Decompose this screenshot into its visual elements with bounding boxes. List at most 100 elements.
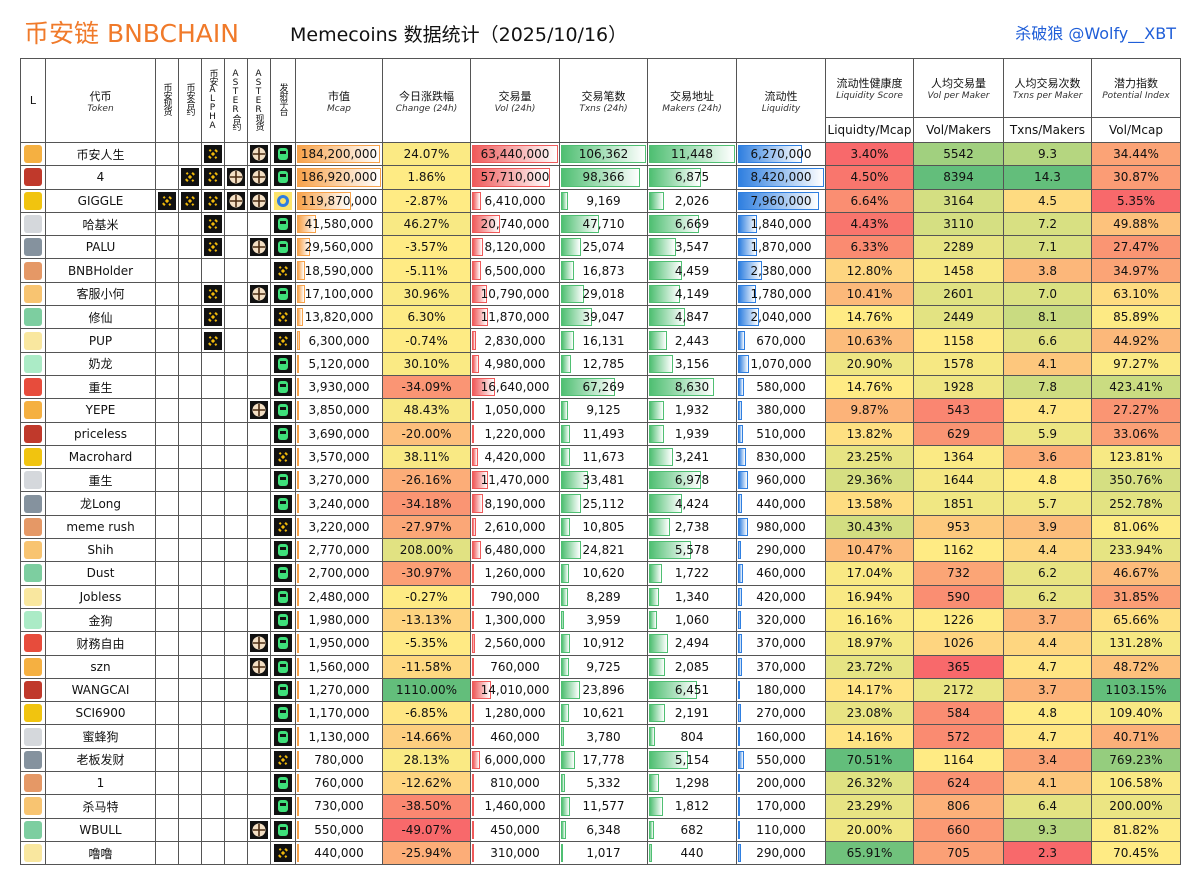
data-bar [297, 634, 299, 653]
avatar-cell [20, 328, 46, 353]
value-cell: 365 [913, 654, 1004, 679]
value-cell: 16,873 [559, 258, 648, 283]
value-text: 1,070,000 [750, 356, 812, 371]
value-cell: 4,420,000 [470, 444, 560, 470]
value-cell: 33,481 [559, 468, 648, 493]
value-text: 3.40% [850, 147, 889, 162]
data-row: 奶龙 5,120,000 30.10% 4,980,000 12,785 3,156 1,0… [20, 351, 1181, 376]
value-cell: 2,191 [647, 701, 737, 726]
value-text: 200.00% [1109, 799, 1163, 814]
value-cell: 81.82% [1091, 817, 1181, 842]
value-cell: 2,610,000 [470, 514, 560, 540]
value-cell: 106.58% [1091, 771, 1181, 796]
listing-icon [204, 145, 222, 164]
listing-icon [158, 191, 176, 210]
value-text: 420,000 [756, 589, 806, 604]
value-cell: 6,348 [559, 817, 648, 842]
listing-icon [274, 750, 292, 769]
token-avatar [24, 424, 42, 443]
column-subtitle: Liquidity Score [836, 91, 903, 101]
listing-cell [201, 747, 225, 773]
value-cell: 460,000 [470, 724, 560, 749]
value-cell: 760,000 [470, 654, 560, 679]
listing-cell [155, 747, 179, 773]
value-text: 6,669 [674, 217, 710, 232]
data-bar [561, 424, 571, 443]
value-cell: 170,000 [736, 794, 826, 819]
listing-cell [155, 724, 179, 749]
listing-cell [270, 398, 296, 423]
data-bar [561, 145, 646, 164]
listing-cell [201, 607, 225, 633]
data-row: WBULL 550,000 -49.07% 450,000 6,348 682 110,00… [20, 817, 1181, 842]
value-text: 12.80% [846, 263, 893, 278]
value-cell: 8394 [913, 165, 1004, 190]
value-cell: 4.8 [1003, 468, 1092, 493]
column-header: 交易量 Vol (24h) [470, 58, 560, 143]
token-name: Dust [45, 561, 156, 586]
value-cell: 3,241 [647, 444, 737, 470]
token-avatar [24, 354, 42, 373]
listing-icon [274, 145, 292, 164]
data-bar [472, 750, 481, 770]
value-cell: 184,200,000 [295, 141, 383, 167]
value-text: 804 [680, 729, 704, 744]
value-cell: 252.78% [1091, 491, 1181, 516]
value-cell: -38.50% [382, 794, 471, 819]
data-row: 修仙 13,820,000 6.30% 11,870,000 39,047 4,847 2,… [20, 305, 1181, 330]
value-cell: 8,630 [647, 374, 737, 400]
value-cell: 123.81% [1091, 444, 1181, 470]
listing-cell [155, 188, 179, 213]
data-bar [297, 517, 299, 537]
value-text: 1,950,000 [308, 636, 370, 651]
token-name: SCI6900 [45, 701, 156, 726]
data-bar [738, 494, 743, 513]
listing-cell [201, 235, 225, 260]
listing-icon [204, 284, 222, 303]
value-text: 2,770,000 [308, 543, 370, 558]
value-text: 450,000 [490, 822, 540, 837]
value-cell: 10,620 [559, 561, 648, 586]
column-title: L [29, 94, 37, 107]
listing-cell [178, 654, 202, 679]
value-cell: 4.7 [1003, 398, 1092, 423]
column-title: 流动性健康度 [836, 77, 903, 90]
value-cell: 180,000 [736, 677, 826, 703]
data-row: meme rush 3,220,000 -27.97% 2,610,000 10,805… [20, 514, 1181, 540]
value-text: -12.62% [401, 776, 452, 791]
value-text: 6,410,000 [484, 193, 546, 208]
listing-icon [274, 541, 292, 560]
value-text: 370,000 [756, 659, 806, 674]
value-text: 6,300,000 [308, 333, 370, 348]
data-bar [561, 843, 563, 863]
listing-cell [270, 305, 296, 330]
listing-cell [178, 677, 202, 703]
data-bar [561, 820, 567, 839]
listing-cell [178, 631, 202, 656]
value-cell: 1,280,000 [470, 701, 560, 726]
data-row: Shih 2,770,000 208.00% 6,480,000 24,821 5,578… [20, 538, 1181, 563]
column-title: 代币 [89, 89, 112, 103]
avatar-cell [20, 701, 46, 726]
listing-icon [274, 238, 292, 257]
data-row: 1 760,000 -12.62% 810,000 5,332 1,298 200,000 2… [20, 771, 1181, 796]
column-header: 币安合约 [178, 58, 202, 143]
value-text: -14.66% [401, 729, 452, 744]
data-bar [561, 727, 565, 746]
value-text: 8,190,000 [484, 496, 546, 511]
data-bar [297, 447, 299, 467]
value-cell: 10,912 [559, 631, 648, 656]
value-cell: 1,870,000 [736, 235, 826, 260]
value-text: 460,000 [756, 566, 806, 581]
value-text: 14.3 [1034, 170, 1061, 185]
value-cell: 2.3 [1003, 840, 1092, 866]
listing-cell [247, 374, 271, 400]
value-cell: 16,640,000 [470, 374, 560, 400]
listing-cell [178, 538, 202, 563]
listing-cell [270, 141, 296, 167]
data-bar [561, 680, 581, 700]
data-bar [472, 214, 501, 234]
value-cell: 1,950,000 [295, 631, 383, 656]
value-text: 23,896 [582, 682, 625, 697]
value-cell: 270,000 [736, 701, 826, 726]
